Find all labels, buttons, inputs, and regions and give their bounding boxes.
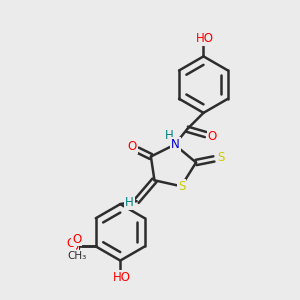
Text: HO: HO	[196, 32, 214, 45]
Text: O: O	[128, 140, 137, 153]
Text: H: H	[125, 196, 134, 209]
Text: N: N	[171, 138, 180, 151]
Text: O: O	[69, 240, 78, 253]
Text: S: S	[217, 151, 224, 164]
Text: O: O	[66, 237, 75, 250]
Text: H: H	[165, 129, 174, 142]
Text: HO: HO	[113, 271, 131, 284]
Text: O: O	[208, 130, 217, 142]
Text: CH₃: CH₃	[67, 251, 86, 261]
Text: S: S	[178, 180, 185, 194]
Text: O: O	[72, 232, 81, 245]
Text: methoxy: methoxy	[67, 244, 73, 246]
